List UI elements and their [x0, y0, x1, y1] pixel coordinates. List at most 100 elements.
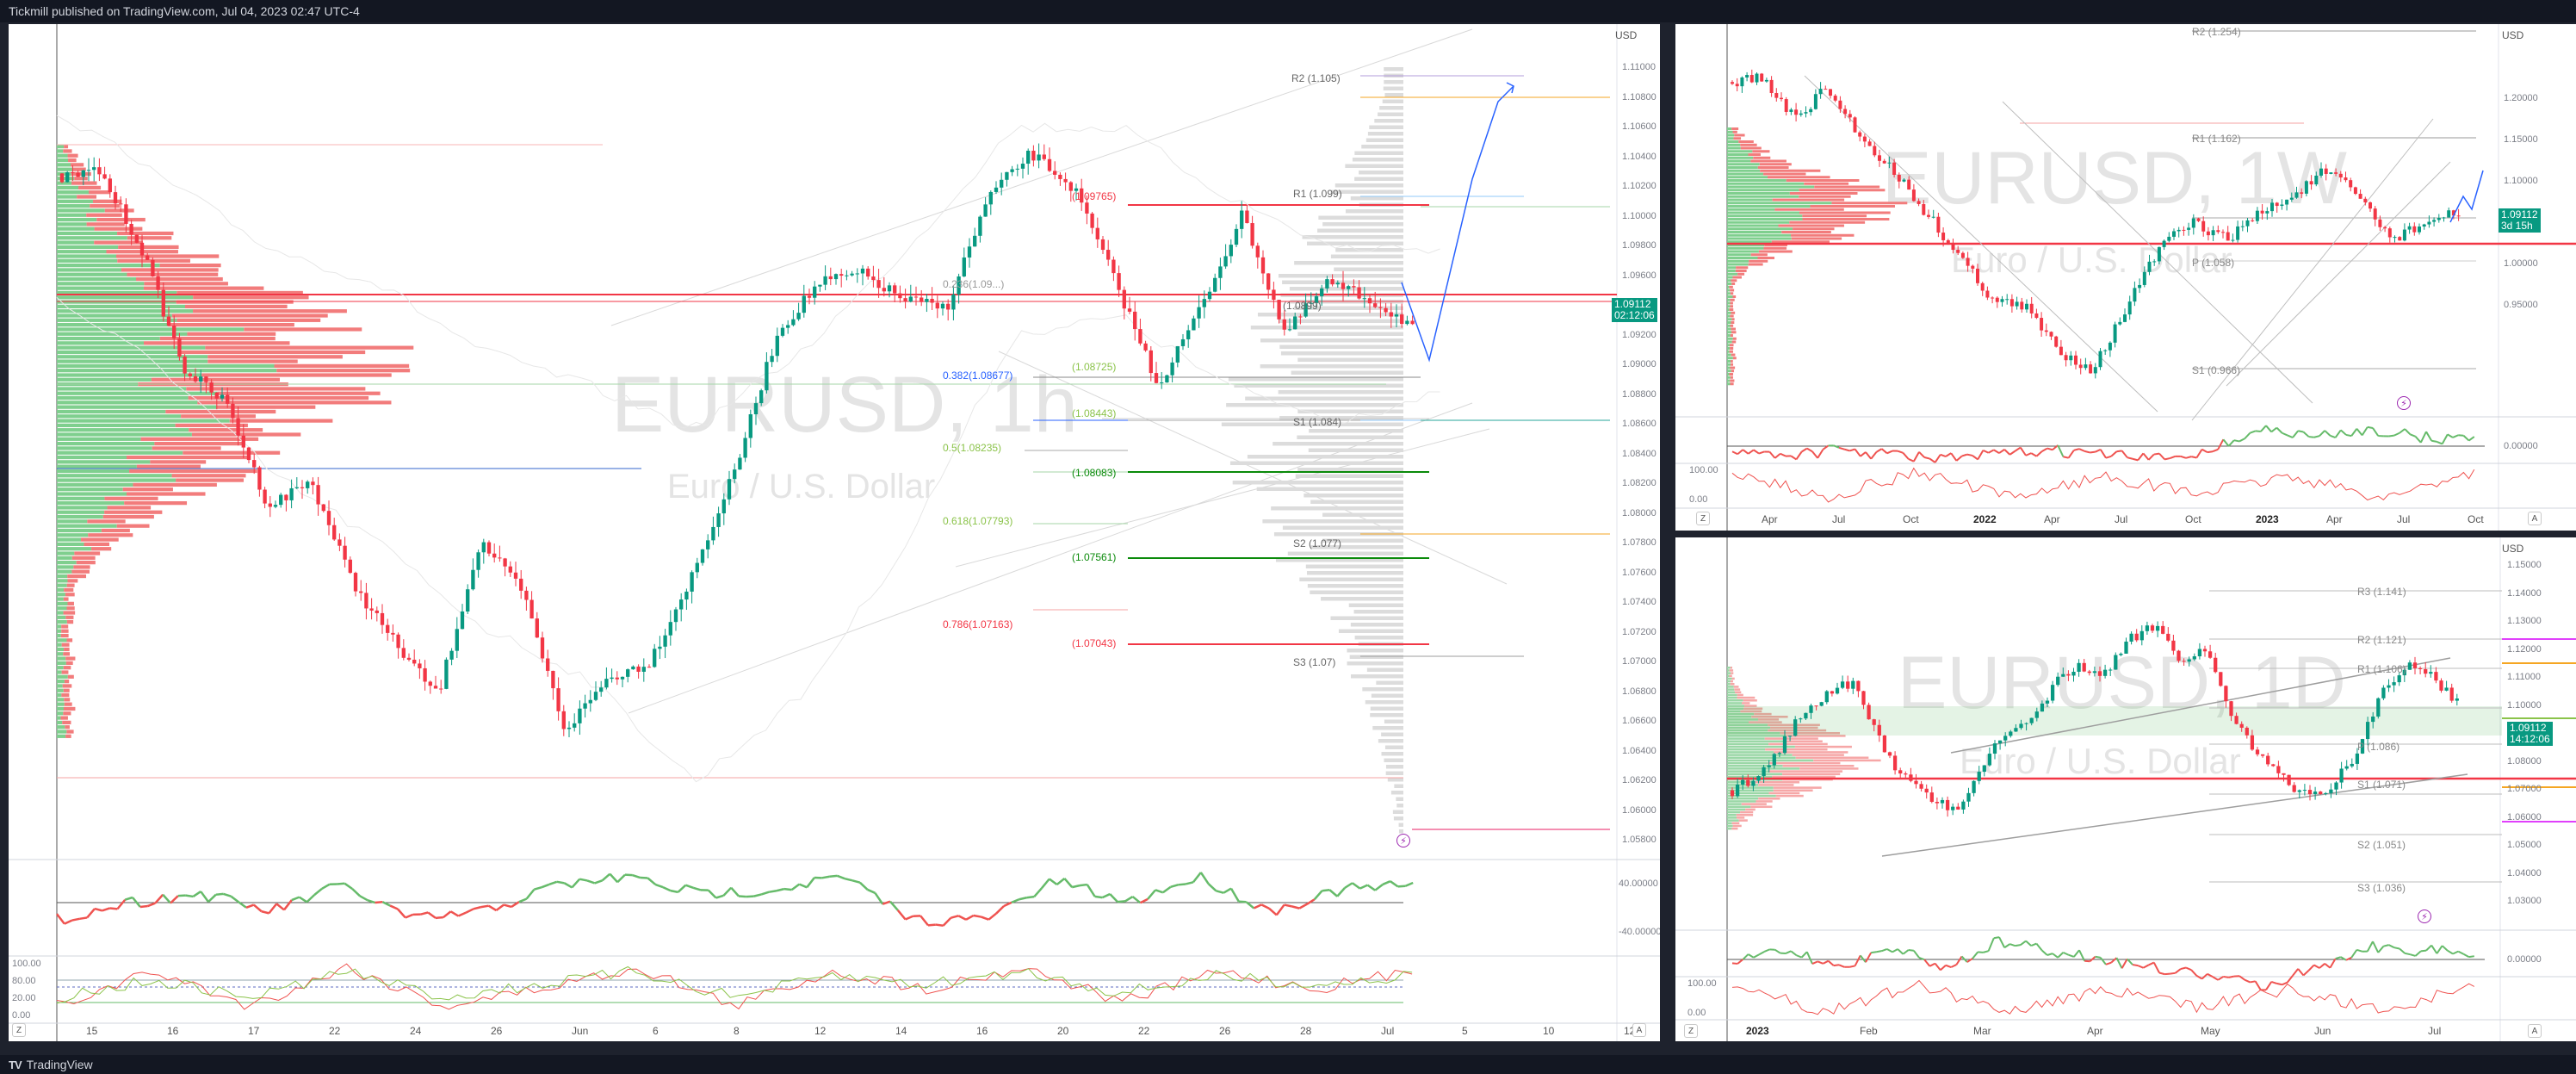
- osc1-segment: [858, 881, 869, 891]
- candle-1h: [695, 562, 699, 573]
- candle-1h: [765, 362, 769, 391]
- visible-range-profile-bar: [1384, 93, 1403, 97]
- candle-1d: [2166, 633, 2170, 641]
- chart-panel-1h[interactable]: EURUSD, 1h Euro / U.S. Dollar USD 1.1100…: [9, 24, 1660, 1041]
- tradingview-logo-icon[interactable]: TV: [9, 1058, 22, 1071]
- visible-range-profile-bar: [1297, 332, 1403, 336]
- candle-1w: [2314, 175, 2319, 185]
- osc1-segment: [1336, 887, 1346, 897]
- time-tick: May: [2201, 1025, 2220, 1037]
- osc1-segment: [465, 908, 474, 914]
- candle-1d: [2197, 649, 2202, 657]
- volume-profile-bar: [1727, 169, 1761, 172]
- zoom-button[interactable]: Z: [12, 1023, 26, 1037]
- candle-1h: [348, 559, 352, 574]
- candle-1w: [2402, 229, 2406, 241]
- visible-range-profile-bar: [1234, 383, 1403, 388]
- candle-1d: [2155, 625, 2160, 631]
- candle-1h: [529, 599, 534, 619]
- zoom-button[interactable]: Z: [1696, 512, 1710, 525]
- candle-1h: [1165, 375, 1169, 383]
- volume-profile-bar: [57, 332, 188, 336]
- volume-profile-bar: [57, 391, 218, 395]
- volume-profile-bar: [1727, 214, 1803, 218]
- volume-profile-bar: [1727, 756, 1796, 760]
- osc1-segment: [1063, 878, 1074, 888]
- price-tick: 1.07200: [1622, 626, 1656, 637]
- visible-range-profile-bar: [1279, 319, 1403, 323]
- visible-range-profile-bar: [1392, 810, 1403, 814]
- candle-1d: [1872, 719, 1876, 725]
- auto-scale-button[interactable]: A: [2528, 512, 2542, 525]
- visible-range-profile-bar: [1335, 248, 1403, 252]
- volume-profile-bar: [274, 363, 410, 369]
- volume-profile-bar: [1727, 667, 1731, 669]
- osc1-segment: [2388, 944, 2395, 949]
- candle-1h: [802, 295, 806, 314]
- osc1-segment: [951, 915, 959, 919]
- auto-scale-button[interactable]: A: [2528, 1024, 2542, 1038]
- candle-1h: [1314, 295, 1319, 303]
- candle-1w: [2344, 177, 2348, 181]
- volume-profile-bar: [1731, 822, 1740, 825]
- brand-name[interactable]: TradingView: [26, 1058, 93, 1071]
- osc1-segment: [1881, 948, 1888, 953]
- candle-1h: [1293, 316, 1297, 330]
- candle-1h: [492, 553, 497, 558]
- osc1-segment: [2003, 449, 2011, 456]
- osc1-segment: [2147, 453, 2155, 461]
- time-tick: 5: [1462, 1025, 1468, 1037]
- visible-range-profile-bar: [1394, 784, 1403, 788]
- volume-profile-bar: [126, 492, 206, 496]
- candle-1d: [2124, 641, 2128, 654]
- volume-profile-bar: [276, 369, 411, 373]
- osc1-segment: [94, 907, 103, 912]
- candle-1w: [1892, 162, 1897, 175]
- chart-1h-canvas[interactable]: [9, 24, 1660, 1041]
- candle-1w: [1804, 112, 1808, 114]
- osc1-segment: [1923, 959, 1931, 967]
- chart-1w-canvas[interactable]: [1675, 24, 2576, 531]
- visible-range-profile-bar: [1376, 680, 1403, 685]
- price-tick: 1.10000: [1622, 210, 1656, 221]
- zoom-button[interactable]: Z: [1684, 1024, 1698, 1038]
- chart-panel-1d[interactable]: EURUSD, 1D Euro / U.S. Dollar USD 1.1500…: [1675, 537, 2576, 1041]
- candle-1d: [2214, 657, 2218, 673]
- lightning-icon[interactable]: ⚡: [1396, 834, 1410, 847]
- candle-1h: [59, 173, 65, 183]
- volume-profile-bar: [57, 611, 64, 615]
- lightning-icon[interactable]: ⚡: [2418, 909, 2431, 923]
- osc1-segment: [2073, 949, 2080, 958]
- candle-1w: [1873, 146, 1877, 156]
- pivot-label: S3 (1.07): [1293, 656, 1336, 668]
- chart-1d-canvas[interactable]: [1675, 537, 2576, 1041]
- candle-1w: [2147, 261, 2152, 272]
- volume-profile-bar: [57, 706, 64, 711]
- auto-scale-button[interactable]: A: [1632, 1023, 1646, 1037]
- candle-1h: [391, 632, 395, 635]
- visible-range-profile-bar: [1309, 429, 1403, 433]
- volume-profile-bar: [57, 314, 172, 318]
- volume-profile-bar: [57, 190, 89, 195]
- candle-1w: [2294, 192, 2299, 198]
- osc1-segment: [2388, 434, 2394, 438]
- visible-range-profile-bar: [1396, 804, 1403, 808]
- volume-profile-bar: [1727, 379, 1731, 382]
- volume-profile-bar: [57, 400, 198, 405]
- lightning-icon[interactable]: ⚡: [2397, 396, 2411, 410]
- volume-profile-bar: [57, 363, 275, 369]
- volume-profile-bar: [1781, 231, 1831, 233]
- candle-1d: [2114, 655, 2118, 670]
- chart-panel-1w[interactable]: EURUSD, 1W Euro / U.S. Dollar USD 1.2000…: [1675, 24, 2576, 531]
- volume-profile-bar: [63, 611, 76, 615]
- osc1-segment: [2035, 942, 2043, 951]
- osc1-segment: [2254, 980, 2262, 990]
- osc1-segment: [2121, 958, 2128, 969]
- candle-1w: [1902, 179, 1906, 182]
- candle-1h: [620, 676, 625, 680]
- candle-1h: [1213, 277, 1217, 292]
- osc1-segment: [548, 880, 558, 886]
- candle-1h: [375, 610, 379, 613]
- candle-1w: [2255, 210, 2259, 221]
- price-tick: 1.07000: [1622, 656, 1656, 667]
